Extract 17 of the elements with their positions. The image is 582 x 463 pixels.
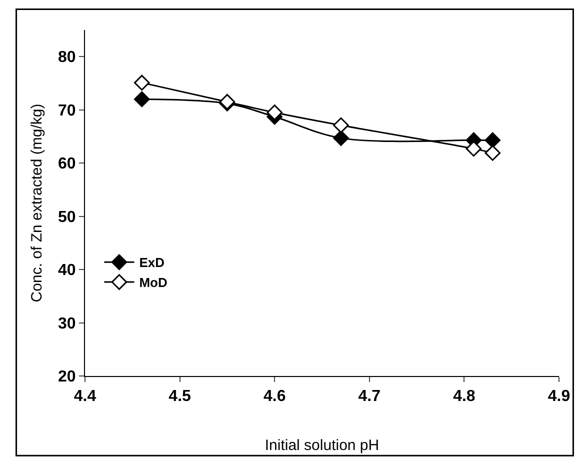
legend-label: ExD [139, 255, 165, 270]
y-tick-label: 80 [58, 49, 76, 66]
y-tick-label: 30 [58, 315, 76, 332]
y-tick-label: 70 [58, 102, 76, 120]
y-tick-label: 20 [58, 368, 76, 386]
x-tick-label: 4.9 [548, 388, 570, 406]
x-tick-label: 4.8 [453, 388, 476, 406]
y-tick-label: 60 [58, 156, 76, 173]
x-tick-label: 4.6 [263, 388, 286, 406]
x-axis-title: Initial solution pH [264, 437, 380, 454]
y-tick-label: 50 [58, 208, 76, 226]
x-tick-label: 4.5 [168, 388, 192, 406]
x-tick-label: 4.4 [74, 388, 96, 406]
y-tick-label: 40 [58, 262, 76, 280]
y-axis-title: Conc. of Zn extracted (mg/kg) [28, 104, 46, 302]
legend-label: MoD [139, 275, 168, 290]
x-tick-label: 4.7 [358, 388, 381, 406]
